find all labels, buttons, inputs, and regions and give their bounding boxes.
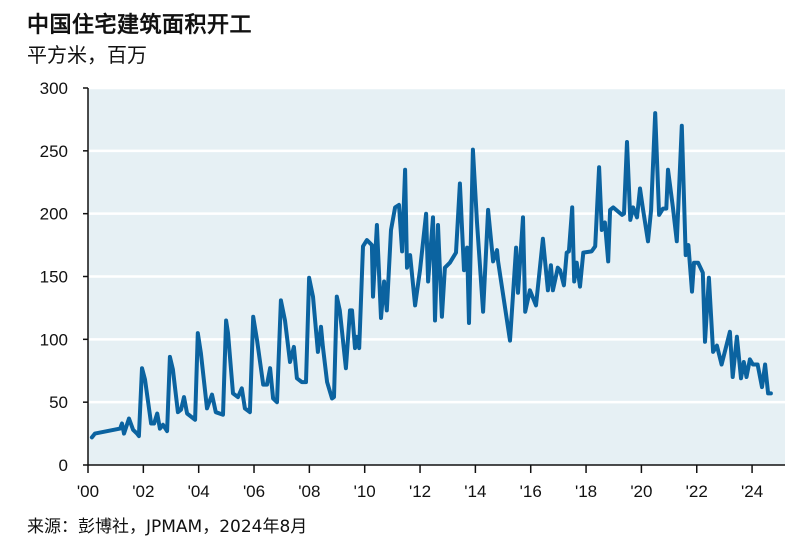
x-tick-label: '14 <box>464 482 486 501</box>
x-tick-label: '20 <box>630 482 652 501</box>
y-tick-label: 200 <box>40 205 68 224</box>
x-tick-label: '10 <box>354 482 376 501</box>
y-tick-label: 0 <box>59 456 68 475</box>
x-tick-label: '08 <box>298 482 320 501</box>
y-tick-label: 300 <box>40 79 68 98</box>
x-tick-label: '02 <box>132 482 154 501</box>
y-tick-label: 150 <box>40 268 68 287</box>
x-tick-label: '18 <box>575 482 597 501</box>
x-tick-label: '12 <box>409 482 431 501</box>
x-tick-label: '00 <box>77 482 99 501</box>
chart-subtitle: 平方米，百万 <box>27 43 147 67</box>
series-line <box>89 111 773 440</box>
x-tick-label: '06 <box>243 482 265 501</box>
y-tick-label: 50 <box>49 393 68 412</box>
source-note: 来源：彭博社，JPMAM，2024年8月 <box>27 517 308 537</box>
x-tick-label: '22 <box>686 482 708 501</box>
x-tick-label: '04 <box>188 482 210 501</box>
y-tick-label: 100 <box>40 330 68 349</box>
y-tick-label: 250 <box>40 142 68 161</box>
x-tick-label: '16 <box>520 482 542 501</box>
x-tick-label: '24 <box>741 482 763 501</box>
chart-title: 中国住宅建筑面积开工 <box>27 13 253 38</box>
